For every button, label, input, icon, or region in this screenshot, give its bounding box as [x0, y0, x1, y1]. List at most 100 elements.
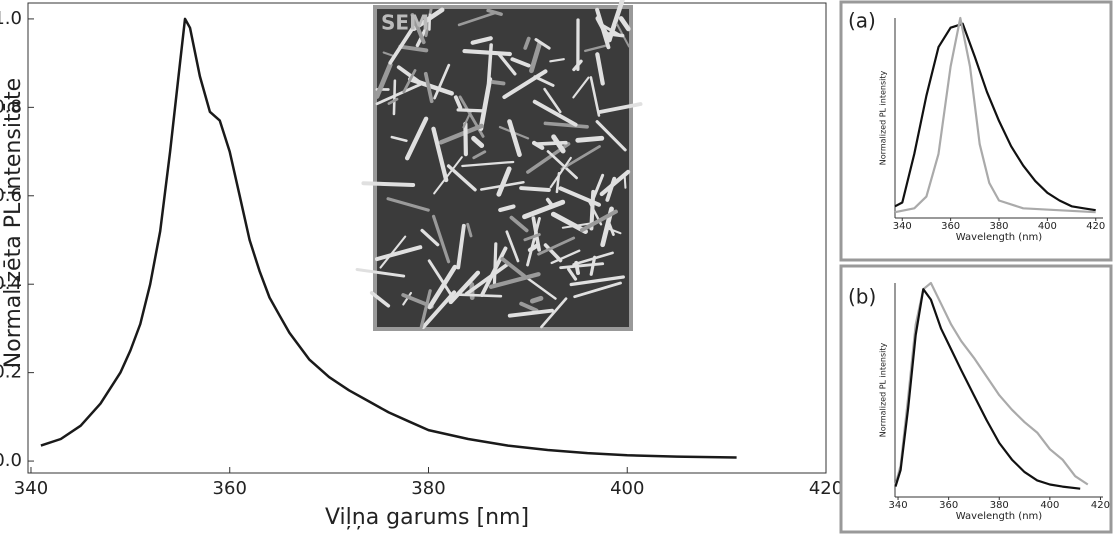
sem-rod [589, 255, 597, 276]
sem-rod [589, 76, 601, 117]
sem-rod [549, 58, 565, 63]
sem-rod [491, 80, 506, 86]
sem-rod [404, 116, 429, 161]
sem-rod [527, 243, 540, 253]
sem-rod [567, 267, 578, 281]
panel-label: (a) [848, 9, 876, 33]
x-tick-label: 360 [939, 500, 958, 511]
sem-rod [572, 76, 590, 99]
y-tick-label: 0.8 [0, 96, 22, 117]
sem-rod [532, 99, 578, 127]
y-tick-label: 1.0 [0, 8, 22, 29]
x-axis-label: Viļņa garums [nm] [325, 505, 529, 530]
sem-rod [464, 261, 511, 296]
sem-rod [573, 281, 622, 299]
sem-image: SEM 5 µm [355, 0, 788, 331]
sem-rod [569, 275, 625, 287]
sem-texture [355, 0, 643, 329]
y-tick-label: 0.0 [0, 450, 22, 471]
sem-rod [390, 135, 408, 143]
sem-rod [488, 272, 541, 289]
x-axis-label: Wavelength (nm) [956, 511, 1042, 522]
sem-rod [496, 51, 517, 76]
sem-rod [595, 120, 627, 152]
x-tick-label: 420 [809, 478, 843, 499]
sem-rod [431, 126, 449, 183]
x-tick-label: 420 [1091, 500, 1110, 511]
sem-rod [606, 219, 615, 236]
sem-rod [601, 24, 622, 37]
sem-rod [427, 259, 455, 300]
sem-rod [500, 257, 527, 278]
sem-rod [470, 36, 493, 45]
sem-rod [387, 97, 399, 105]
sem-rod [456, 223, 466, 270]
sem-rod [523, 36, 531, 50]
x-tick-label: 380 [990, 500, 1009, 511]
sem-rod [584, 44, 608, 53]
sem-rod [546, 150, 578, 180]
sem-rod [396, 65, 423, 86]
sem-rod [461, 160, 515, 168]
sem-rod [537, 236, 576, 256]
sem-rod [535, 140, 568, 146]
scale-bar-label: 5 µm [692, 276, 743, 300]
sem-rod [498, 204, 516, 213]
data-line [894, 16, 1096, 214]
x-tick-label: 360 [941, 221, 960, 232]
sem-rod [523, 233, 541, 242]
sem-rod [543, 121, 589, 129]
sem-rod [398, 44, 429, 53]
sem-rod [522, 199, 566, 220]
sem-rod [529, 40, 543, 74]
sem-rod [618, 16, 631, 32]
sem-rod [519, 186, 551, 193]
y-axis-label: Normalized PL intensity [879, 343, 888, 438]
sem-rod [379, 235, 407, 269]
panel-label: (b) [848, 285, 876, 309]
sem-rod [592, 173, 605, 199]
sem-rod [410, 13, 426, 45]
sem-rod [466, 222, 473, 238]
sem-rod [369, 291, 391, 308]
sem-rod [496, 166, 512, 197]
sem-rod [574, 260, 581, 276]
sem-rod [431, 214, 451, 264]
x-axis-label: Wavelength (nm) [956, 232, 1042, 243]
sem-rod [510, 57, 531, 68]
sem-rod [462, 48, 512, 57]
x-tick-label: 400 [610, 478, 644, 499]
sem-rod [540, 297, 568, 329]
sem-rod [529, 295, 544, 304]
x-tick-label: 400 [1038, 221, 1057, 232]
sem-rod [558, 186, 602, 207]
sem-rod [507, 119, 522, 158]
data-line [894, 22, 1096, 212]
sem-rod [595, 52, 605, 86]
plot-frame [27, 2, 827, 474]
sem-rod [423, 71, 434, 104]
y-axis-label: Normalizēta PL intensitāte [1, 78, 26, 368]
x-tick-label: 360 [213, 478, 247, 499]
x-tick-label: 380 [989, 221, 1008, 232]
x-tick-label: 340 [14, 478, 48, 499]
x-tick-label: 380 [411, 478, 445, 499]
sem-rod [543, 243, 563, 263]
sem-rod [453, 95, 463, 110]
sem-rod [534, 38, 551, 50]
data-line [894, 281, 1089, 486]
sem-rod [355, 268, 406, 278]
sem-frame [373, 5, 633, 331]
data-line [40, 17, 737, 459]
sem-rod [375, 82, 424, 106]
sem-rod [492, 242, 498, 287]
sem-rod [505, 230, 520, 263]
sem-rod [427, 264, 458, 310]
sem-rod [402, 69, 417, 94]
sem-rod [509, 215, 529, 233]
sem-rod [597, 102, 643, 114]
sem-rod [438, 123, 484, 145]
sem-rod [502, 69, 548, 100]
